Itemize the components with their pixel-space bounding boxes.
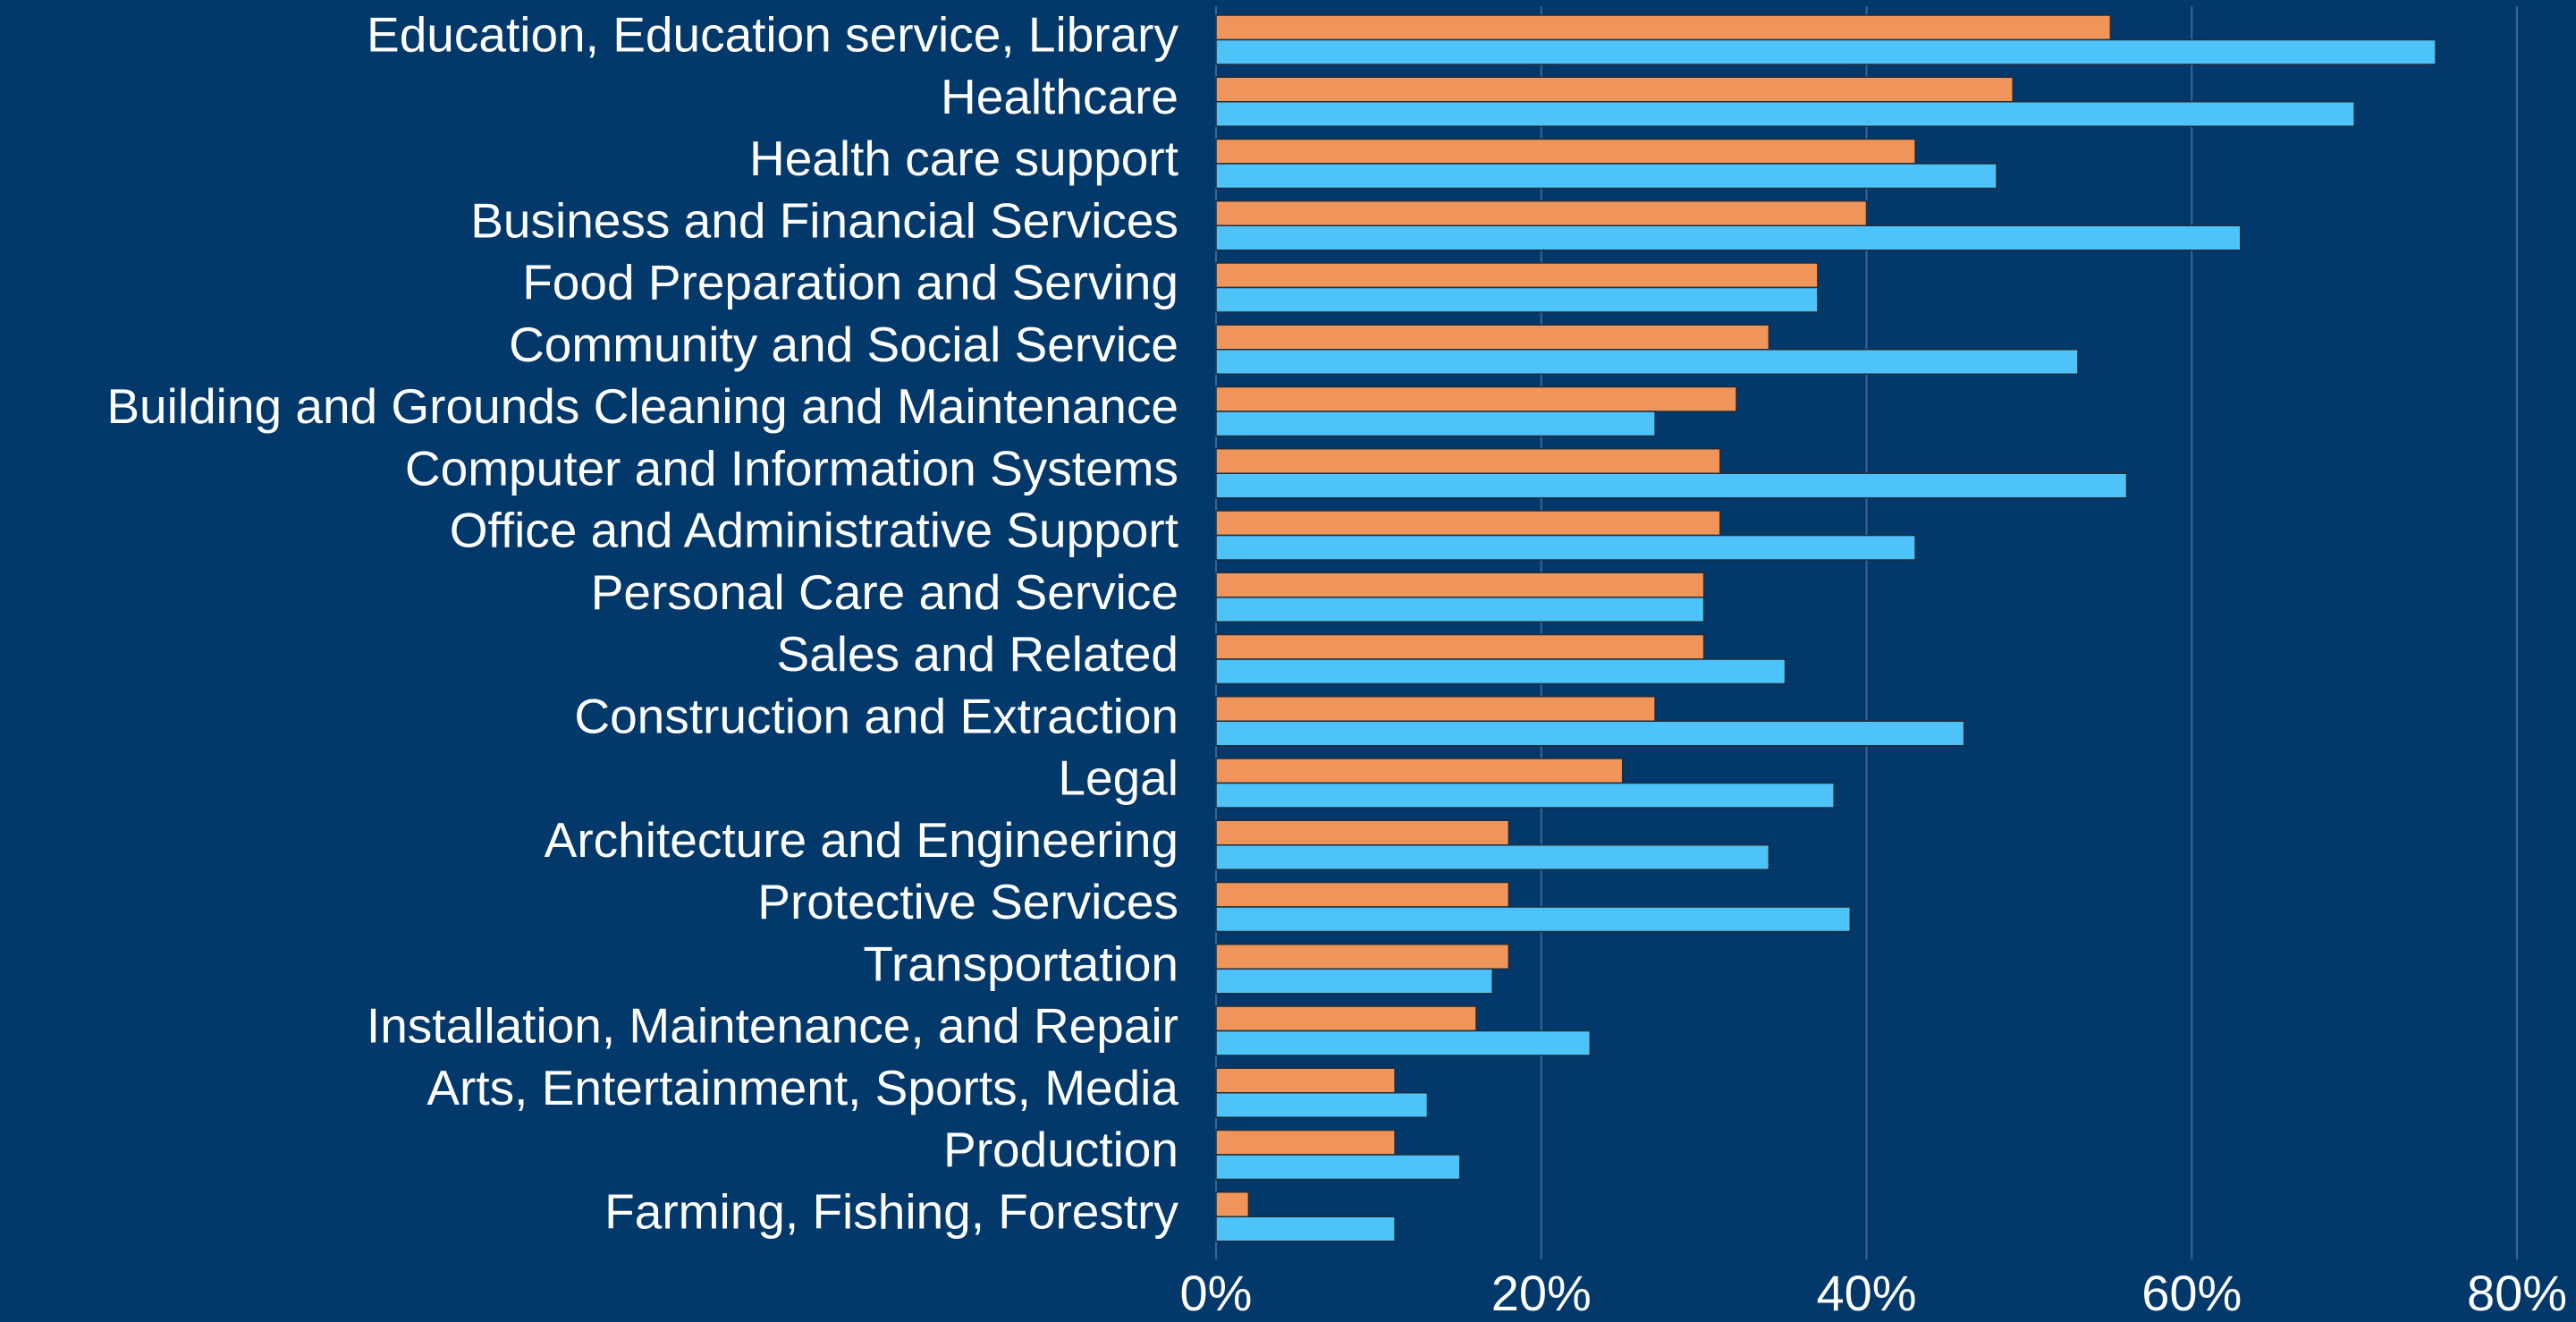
bar	[1215, 163, 1997, 190]
bar	[1215, 472, 2128, 499]
bar	[1215, 1067, 1396, 1094]
bar	[1215, 411, 1656, 437]
bar	[1215, 1129, 1396, 1156]
bar	[1215, 262, 1819, 289]
y-tick-label: Computer and Information Systems	[405, 440, 1178, 496]
bar	[1215, 225, 2242, 251]
bar	[1215, 286, 1819, 313]
y-tick-label: Education, Education service, Library	[367, 7, 1178, 63]
bar	[1215, 720, 1965, 747]
bar	[1215, 881, 1510, 908]
y-tick-label: Office and Administrative Support	[450, 503, 1178, 558]
bar	[1215, 782, 1835, 809]
bar	[1215, 633, 1705, 660]
bar	[1215, 1154, 1461, 1181]
y-tick-label: Transportation	[863, 936, 1178, 991]
x-tick-label: 20%	[1491, 1265, 1592, 1321]
bar	[1215, 510, 1721, 537]
x-tick-label: 80%	[2467, 1265, 2567, 1321]
y-tick-label: Community and Social Service	[509, 317, 1178, 372]
y-tick-label: Protective Services	[757, 874, 1178, 929]
bar	[1215, 386, 1737, 412]
y-tick-label: Health care support	[749, 131, 1178, 186]
bar	[1215, 758, 1624, 784]
bar	[1215, 38, 2437, 65]
bar	[1215, 596, 1705, 623]
y-tick-label: Production	[943, 1122, 1178, 1177]
bar	[1215, 1216, 1396, 1242]
y-tick-label: Architecture and Engineering	[545, 812, 1178, 868]
y-tick-label: Building and Grounds Cleaning and Mainte…	[106, 378, 1178, 434]
bar	[1215, 138, 1916, 165]
y-tick-label: Construction and Extraction	[574, 688, 1178, 743]
bar	[1215, 1191, 1250, 1217]
y-tick-label: Installation, Maintenance, and Repair	[367, 998, 1178, 1054]
x-tick-label: 0%	[1180, 1265, 1253, 1321]
y-tick-label: Legal	[1058, 750, 1178, 806]
bar	[1215, 572, 1705, 598]
x-tick-label: 40%	[1816, 1265, 1916, 1321]
bar	[1215, 944, 1510, 970]
bar	[1215, 1091, 1429, 1118]
y-tick-label: Business and Financial Services	[470, 192, 1178, 248]
bar	[1215, 658, 1786, 685]
bar	[1215, 696, 1656, 722]
bar	[1215, 843, 1770, 870]
bar	[1215, 324, 1770, 351]
bar	[1215, 1005, 1477, 1032]
bar	[1215, 348, 2079, 375]
y-tick-label: Personal Care and Service	[591, 564, 1178, 620]
y-tick-label: Sales and Related	[777, 626, 1178, 682]
bar	[1215, 200, 1868, 226]
bar	[1215, 448, 1721, 474]
x-tick-label: 60%	[2141, 1265, 2242, 1321]
bar	[1215, 76, 2014, 103]
y-tick-label: Farming, Fishing, Forestry	[604, 1183, 1178, 1239]
y-tick-label: Healthcare	[941, 69, 1178, 124]
bar	[1215, 100, 2355, 127]
bar	[1215, 1030, 1592, 1056]
y-tick-label: Arts, Entertainment, Sports, Media	[427, 1060, 1178, 1115]
bar	[1215, 534, 1916, 561]
y-tick-label: Food Preparation and Serving	[522, 255, 1178, 310]
bar	[1215, 906, 1852, 933]
bar	[1215, 968, 1493, 995]
bar	[1215, 14, 2112, 41]
bar	[1215, 819, 1510, 846]
